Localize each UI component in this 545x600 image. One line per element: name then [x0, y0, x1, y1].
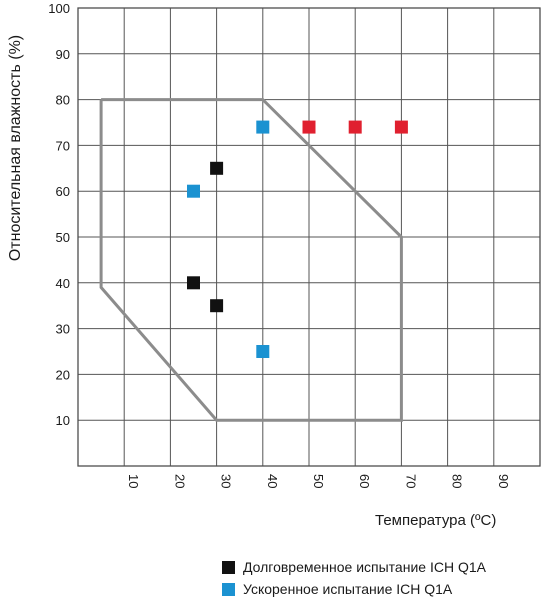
x-tick-label: 80 [450, 474, 465, 488]
y-tick-label: 60 [56, 184, 70, 199]
legend-item-accelerated: Ускоренное испытание ICH Q1A [222, 578, 486, 600]
point-accelerated [256, 120, 270, 134]
y-tick-label: 70 [56, 138, 70, 153]
data-points [187, 120, 408, 358]
y-tick-label: 100 [48, 1, 70, 16]
x-tick-label: 20 [172, 474, 187, 488]
legend: Долговременное испытание ICH Q1A Ускорен… [222, 556, 486, 600]
y-tick-label: 80 [56, 93, 70, 108]
x-tick-label: 90 [496, 474, 511, 488]
x-tick-labels: 10 20 30 40 50 60 70 80 90 100 [126, 474, 545, 496]
point-red [348, 120, 362, 134]
x-tick-label: 40 [265, 474, 280, 488]
y-tick-label: 90 [56, 47, 70, 62]
x-tick-label: 60 [357, 474, 372, 488]
y-axis-label: Относительная влажность (%) [7, 35, 24, 261]
chart-grid [78, 7, 541, 466]
region-outline [99, 98, 403, 422]
y-tick-label: 40 [56, 276, 70, 291]
y-tick-labels: 10 20 30 40 50 60 70 80 90 100 [48, 1, 70, 428]
x-tick-label: 30 [219, 474, 234, 488]
y-tick-label: 10 [56, 413, 70, 428]
legend-swatch-accelerated [222, 582, 235, 596]
point-long-term [210, 161, 224, 175]
legend-label-accelerated: Ускоренное испытание ICH Q1A [243, 581, 453, 597]
point-long-term [210, 299, 224, 313]
x-tick-label: 100 [542, 474, 545, 496]
point-accelerated [187, 184, 200, 198]
y-tick-label: 50 [56, 230, 70, 245]
point-red [302, 120, 316, 134]
legend-item-long-term: Долговременное испытание ICH Q1A [222, 556, 486, 578]
y-tick-label: 20 [56, 367, 70, 382]
legend-swatch-long-term [222, 560, 235, 574]
point-red [394, 120, 408, 134]
x-tick-label: 10 [126, 474, 141, 488]
plot-frame [77, 7, 541, 467]
legend-label-long-term: Долговременное испытание ICH Q1A [243, 559, 486, 575]
x-tick-label: 50 [311, 474, 326, 488]
x-tick-label: 70 [403, 474, 418, 488]
point-accelerated [256, 345, 270, 358]
y-tick-label: 30 [56, 322, 70, 337]
point-long-term [187, 276, 200, 290]
x-axis-label: Температура (ºC) [375, 512, 497, 529]
